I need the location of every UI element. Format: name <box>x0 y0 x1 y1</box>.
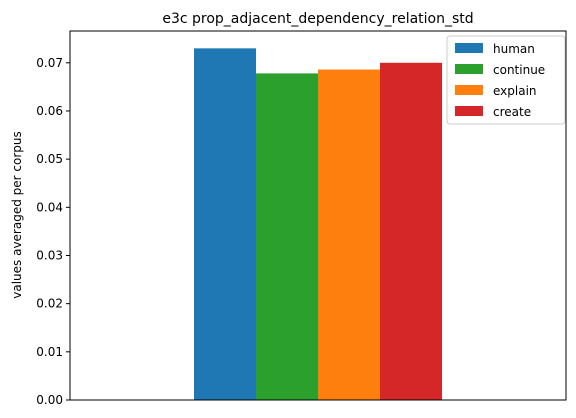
bar-continue <box>256 73 318 400</box>
bars-group <box>194 48 442 401</box>
y-axis-label: values averaged per corpus <box>10 131 24 299</box>
legend-swatch-create <box>455 106 483 116</box>
y-tick-label: 0.04 <box>36 200 63 214</box>
y-tick-label: 0.07 <box>36 56 63 70</box>
legend-label-explain: explain <box>493 84 537 98</box>
bar-human <box>194 48 256 400</box>
y-tick-label: 0.01 <box>36 345 63 359</box>
legend-label-create: create <box>493 105 531 119</box>
y-axis-ticks: 0.00 0.01 0.02 0.03 0.04 0.05 0.06 0.07 <box>36 56 70 407</box>
bar-create <box>380 62 442 401</box>
y-tick-label: 0.05 <box>36 152 63 166</box>
bar-explain <box>318 69 380 401</box>
y-tick-label: 0.06 <box>36 104 63 118</box>
legend-label-human: human <box>493 42 535 56</box>
plot-frame <box>69 30 567 401</box>
legend-swatch-human <box>455 43 483 53</box>
y-tick-label: 0.00 <box>36 393 63 407</box>
y-tick-label: 0.02 <box>36 297 63 311</box>
y-tick-label: 0.03 <box>36 248 63 262</box>
legend-label-continue: continue <box>493 63 545 77</box>
chart-title: e3c prop_adjacent_dependency_relation_st… <box>162 11 473 27</box>
legend-swatch-explain <box>455 85 483 95</box>
legend: human continue explain create <box>446 35 566 125</box>
legend-swatch-continue <box>455 64 483 74</box>
legend-box <box>446 35 566 125</box>
